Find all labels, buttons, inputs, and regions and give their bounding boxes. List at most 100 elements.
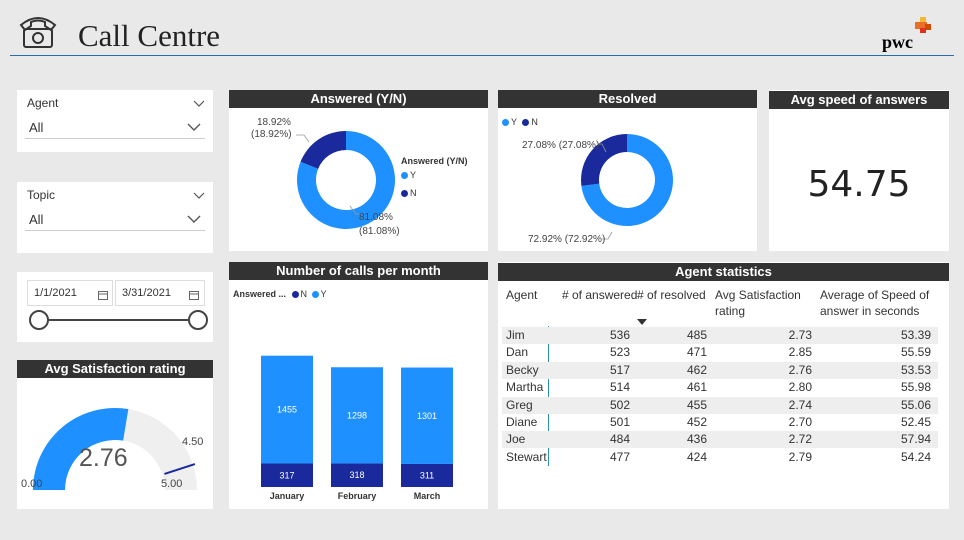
table-cell: 55.06	[900, 397, 931, 412]
table-cell: 501	[609, 415, 630, 429]
table-row[interactable]: Stewart 477 424 2.79 54.24	[502, 449, 938, 466]
satisfaction-gauge-title: Avg Satisfaction rating	[17, 360, 213, 378]
answered-y-label-sub: (81.08%)	[359, 226, 400, 237]
end-date-value: 3/31/2021	[122, 287, 171, 299]
legend-label: Y	[320, 289, 327, 299]
col-header-satisfaction-line2: rating	[715, 304, 746, 318]
agent-stats-table: Agent # of answered # of resolved Avg Sa…	[502, 284, 942, 504]
table-row[interactable]: Diane 501 452 2.70 52.45	[502, 414, 938, 431]
pwc-logo-text: pwc	[882, 32, 913, 52]
resolved-legend: Y N	[502, 117, 538, 127]
answered-legend-item-n[interactable]: N	[401, 188, 468, 198]
start-date-value: 1/1/2021	[34, 287, 77, 299]
calls-chart: 317 1455 January 318 1298 February 311 1301 Marc…	[261, 355, 453, 501]
table-cell: 461	[686, 380, 707, 395]
table-body: Jim 536 485 2.73 53.39 Dan 523 471 2.85 55.59 Beck…	[502, 327, 938, 467]
bar-segment-y[interactable]	[331, 367, 383, 464]
answered-n-label-sub: (18.92%)	[251, 129, 292, 140]
agent-stats-title: Agent statistics	[498, 263, 949, 281]
topic-dropdown[interactable]: All	[25, 208, 205, 231]
bar-segment-y[interactable]	[401, 367, 453, 464]
table-cell: 424	[686, 449, 707, 464]
calendar-icon[interactable]	[98, 287, 108, 305]
answered-donut	[296, 131, 395, 229]
agent-stats-card: Agent statistics Agent # of answered # o…	[498, 262, 949, 509]
speed-card: Avg speed of answers 54.75	[769, 90, 949, 251]
col-header-answered[interactable]: # of answered	[562, 288, 638, 302]
topic-slicer: Topic All	[17, 182, 213, 253]
answered-title: Answered (Y/N)	[229, 90, 488, 108]
table-row[interactable]: Dan 523 471 2.85 55.59	[502, 344, 938, 361]
table-cell: 523	[609, 345, 630, 360]
answered-legend-item-y[interactable]: Y	[401, 170, 468, 180]
agent-dropdown[interactable]: All	[25, 116, 205, 139]
bar-segment-n[interactable]	[261, 463, 313, 487]
table-cell: 517	[609, 362, 630, 377]
bar-data-label: 1301	[417, 411, 437, 421]
table-cell: 2.80	[788, 380, 812, 395]
resolved-slice-y[interactable]	[581, 134, 673, 226]
resolved-slice-n[interactable]	[581, 134, 627, 186]
sort-desc-icon[interactable]	[637, 314, 647, 328]
gauge-value: 2.76	[79, 444, 128, 472]
gauge-target: 4.50	[182, 436, 204, 448]
table-cell: 477	[609, 449, 630, 464]
chevron-down-icon[interactable]	[193, 188, 205, 206]
col-header-speed[interactable]: Average of Speed of	[820, 288, 930, 302]
bar-data-label: 1298	[347, 410, 367, 420]
calendar-icon[interactable]	[189, 287, 199, 305]
table-row[interactable]: Joe 484 436 2.72 57.94	[502, 431, 938, 449]
chevron-down-icon	[187, 120, 201, 138]
bar-segment-n[interactable]	[401, 463, 453, 487]
topic-slicer-label: Topic	[27, 188, 56, 202]
calls-legend-title: Answered ...	[233, 289, 287, 299]
resolved-title: Resolved	[498, 90, 757, 108]
x-tick-label: March	[414, 491, 441, 501]
calls-title: Number of calls per month	[229, 262, 488, 280]
resolved-legend-item-n[interactable]: N	[522, 117, 538, 127]
table-cell: 2.72	[788, 432, 812, 447]
col-header-resolved[interactable]: # of resolved	[637, 288, 706, 302]
answered-slice-n[interactable]	[300, 131, 346, 169]
end-date-input[interactable]: 3/31/2021	[115, 280, 205, 306]
calls-legend: Answered ... N Y	[233, 289, 327, 299]
answered-n-label: 18.92%	[257, 117, 291, 128]
column-divider	[548, 326, 549, 466]
x-tick-label: February	[338, 491, 377, 501]
table-cell-agent: Diane	[506, 415, 538, 429]
answered-legend: Answered (Y/N) Y N	[401, 156, 468, 198]
date-range-end-handle[interactable]	[188, 310, 208, 330]
answered-slice-y[interactable]	[297, 131, 395, 229]
resolved-legend-item-y[interactable]: Y	[502, 117, 517, 127]
table-row[interactable]: Martha 514 461 2.80 55.98	[502, 379, 938, 396]
gauge-max: 5.00	[161, 478, 183, 490]
date-range-start-handle[interactable]	[29, 310, 49, 330]
col-header-agent[interactable]: Agent	[506, 288, 538, 302]
table-cell: 53.39	[900, 328, 931, 342]
start-date-input[interactable]: 1/1/2021	[27, 280, 113, 306]
table-cell: 452	[686, 415, 707, 429]
chevron-down-icon[interactable]	[193, 96, 205, 114]
legend-label: N	[410, 188, 417, 198]
bar-segment-y[interactable]	[261, 355, 313, 464]
table-cell: 514	[609, 380, 630, 395]
col-header-satisfaction[interactable]: Avg Satisfaction	[715, 288, 801, 302]
table-cell: 2.74	[788, 397, 812, 412]
bar-segment-n[interactable]	[331, 463, 383, 487]
table-cell: 55.98	[900, 380, 931, 395]
table-row[interactable]: Greg 502 455 2.74 55.06	[502, 396, 938, 414]
calls-legend-item-n[interactable]: N	[291, 289, 307, 299]
table-cell-agent: Becky	[506, 362, 539, 377]
pwc-logo: pwc	[880, 16, 936, 52]
table-cell-agent: Dan	[506, 345, 529, 360]
table-cell: 536	[609, 328, 630, 342]
table-row[interactable]: Becky 517 462 2.76 53.53	[502, 361, 938, 379]
answered-y-label: 81.08%	[359, 212, 393, 223]
table-row[interactable]: Jim 536 485 2.73 53.39	[502, 327, 938, 344]
calls-legend-item-y[interactable]: Y	[311, 289, 327, 299]
col-header-speed-line2: answer in seconds	[820, 304, 920, 318]
table-cell-agent: Joe	[506, 432, 526, 447]
legend-label: N	[531, 117, 538, 127]
legend-label: Y	[410, 170, 417, 180]
legend-label: Y	[511, 117, 517, 127]
